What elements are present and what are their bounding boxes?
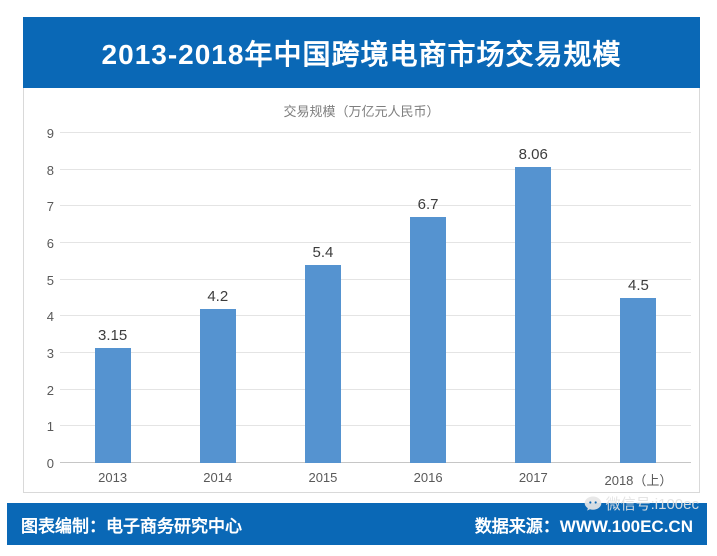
bar — [199, 309, 236, 463]
bar-column: 6.7 — [376, 133, 481, 463]
y-tick-label: 8 — [46, 162, 54, 178]
bar — [304, 265, 341, 463]
y-tick-label: 6 — [46, 236, 54, 251]
bar-value-label: 5.4 — [312, 244, 334, 261]
y-tick-label: 4 — [46, 309, 54, 325]
gridline — [60, 242, 691, 243]
chart-title: 2013-2018年中国跨境电商市场交易规模 — [101, 38, 622, 70]
y-tick-label: 2 — [46, 382, 54, 398]
x-tick-label: 2015 — [308, 470, 338, 485]
gridline — [60, 132, 691, 133]
gridline — [60, 315, 691, 317]
bar-column: 5.4 — [270, 133, 375, 463]
x-tick-label: 2014 — [203, 470, 233, 485]
x-tick-label: 2016 — [413, 470, 443, 485]
footer-band: 图表编制：电子商务研究中心 数据来源：WWW.100EC.CN 微信号:i100… — [7, 496, 707, 545]
plot-area: 0 1 2 3 4 5 6 7 8 9 3.15 4.2 5.4 6.7 8.06 4.5 — [47, 126, 691, 471]
y-tick-label: 7 — [46, 199, 54, 215]
gridline — [60, 278, 691, 280]
bar — [515, 167, 552, 463]
gridline — [60, 388, 691, 390]
bar-column: 4.2 — [165, 133, 270, 463]
bar-column: 4.5 — [586, 133, 691, 463]
y-tick-label: 0 — [46, 456, 54, 471]
bar — [94, 347, 131, 463]
bar-value-label: 3.15 — [97, 326, 128, 344]
wechat-icon — [583, 494, 603, 514]
chart-subtitle: 交易规模（万亿元人民币） — [283, 104, 440, 119]
y-tick-label: 9 — [46, 126, 54, 141]
bar-column: 3.15 — [60, 133, 165, 463]
gridline — [60, 205, 691, 207]
x-tick-label: 2013 — [98, 470, 128, 485]
bar-value-label: 4.5 — [628, 277, 649, 294]
y-tick-label: 5 — [46, 272, 54, 288]
bar-column: 8.06 — [481, 133, 586, 463]
x-tick-label: 2018（上） — [604, 473, 673, 488]
bar — [620, 298, 657, 463]
gridline — [60, 168, 691, 170]
x-tick-label: 2017 — [518, 470, 548, 485]
gridline — [60, 352, 691, 353]
y-tick-label: 3 — [46, 346, 54, 361]
bar-value-label: 6.7 — [417, 196, 439, 214]
footer-source: 数据来源：WWW.100EC.CN — [474, 516, 693, 536]
chart-title-banner: 2013-2018年中国跨境电商市场交易规模 — [23, 17, 700, 88]
bar — [410, 217, 447, 463]
gridline — [60, 462, 691, 463]
y-tick-label: 1 — [46, 419, 54, 435]
footer-credit: 图表编制：电子商务研究中心 — [21, 516, 242, 536]
gridline — [60, 425, 691, 427]
chart-panel: 交易规模（万亿元人民币） 0 1 2 3 4 5 6 7 8 9 3.15 4.2 5.4 6.7 8.06… — [23, 88, 700, 493]
bar-value-label: 8.06 — [518, 146, 548, 164]
x-axis-labels: 2013 2014 2015 2016 2017 2018（上） — [60, 470, 691, 489]
bar-value-label: 4.2 — [207, 288, 229, 305]
